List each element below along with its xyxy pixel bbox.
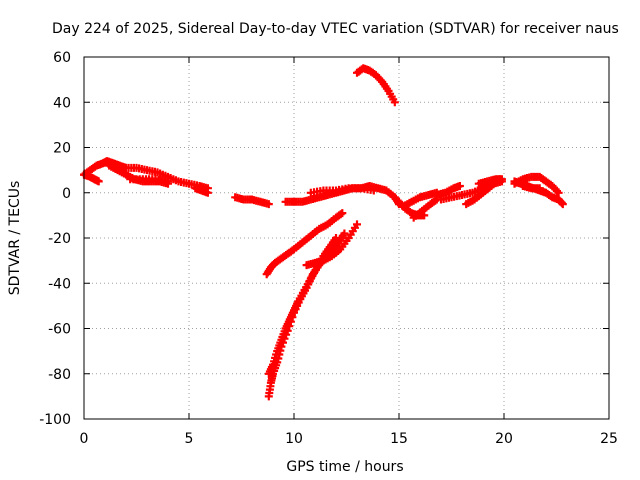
data-layer (80, 64, 567, 401)
series-arc-16 (399, 188, 441, 211)
series-arc-17 (409, 195, 441, 222)
data-point (558, 200, 567, 209)
x-tick-label: 15 (390, 431, 408, 447)
data-point (455, 182, 464, 190)
series-arc-07 (231, 193, 273, 209)
data-point (94, 177, 103, 186)
data-point (390, 98, 399, 107)
series-arc-24 (518, 182, 544, 193)
data-point (535, 184, 544, 193)
series-arc-13 (306, 184, 378, 197)
y-tick-label: 60 (53, 50, 71, 66)
data-point (203, 188, 212, 197)
data-point (554, 188, 563, 197)
x-tick-label: 20 (495, 431, 513, 447)
y-tick-label: 20 (53, 141, 71, 157)
x-tick-label: 0 (80, 431, 89, 447)
series-arc-18 (432, 182, 464, 199)
grid (84, 57, 609, 419)
series-arc-05 (126, 175, 172, 186)
data-point (353, 220, 361, 229)
data-point (338, 209, 347, 218)
y-tick-label: -80 (48, 367, 71, 383)
x-tick-label: 25 (600, 431, 618, 447)
data-point (497, 175, 506, 184)
y-tick-label: -20 (48, 231, 71, 247)
x-tick-label: 10 (285, 431, 303, 447)
series-arc-21 (474, 175, 506, 188)
x-tick-label: 5 (185, 431, 194, 447)
data-point (264, 200, 273, 209)
series-arc-08 (262, 209, 347, 279)
y-tick-label: -100 (39, 412, 71, 428)
series-arc-06 (191, 184, 212, 197)
series-arc-11 (302, 220, 361, 270)
series-arc-23 (510, 172, 563, 197)
data-point (369, 186, 378, 195)
data-point (332, 234, 340, 242)
series-arc-14 (353, 64, 399, 107)
data-point (164, 177, 172, 186)
y-tick-label: -40 (48, 276, 71, 292)
y-tick-label: -60 (48, 322, 71, 338)
axes: 0 5 10 15 20 25 -100 -80 -60 -40 -20 0 20 40 60 (39, 50, 618, 447)
y-tick-label: 0 (62, 186, 71, 202)
x-axis-label: GPS time / hours (286, 459, 403, 475)
chart-title: Day 224 of 2025, Sidereal Day-to-day VTE… (52, 21, 619, 37)
y-axis-label: SDTVAR / TECUs (7, 181, 23, 296)
y-tick-label: 40 (53, 95, 71, 111)
